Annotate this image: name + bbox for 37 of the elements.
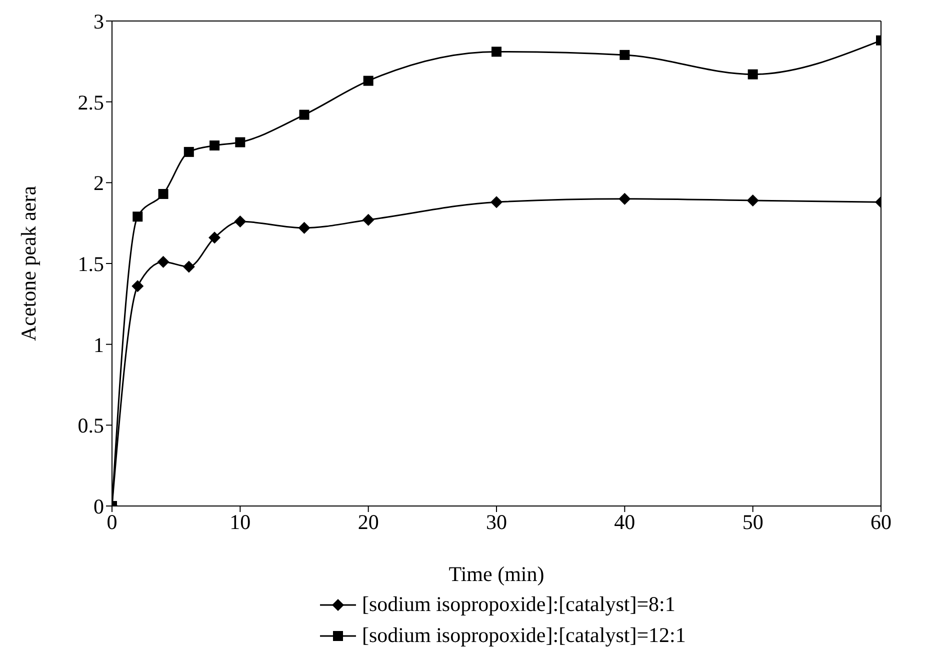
x-axis-title: Time (min) <box>448 562 544 586</box>
point <box>234 215 246 228</box>
point <box>618 192 631 205</box>
point <box>299 110 310 120</box>
point <box>182 260 195 273</box>
legend-label: [sodium isopropoxide]:[catalyst]=8:1 <box>362 592 676 617</box>
y-tick-label: 3 <box>94 9 104 34</box>
y-axis-title: Acetone peak aera <box>16 185 40 342</box>
point <box>158 188 168 199</box>
point <box>132 280 144 292</box>
point <box>746 194 759 206</box>
point <box>132 212 143 222</box>
x-tick-label: 20 <box>358 510 379 534</box>
point <box>363 76 374 86</box>
y-tick-label: 0 <box>94 494 104 518</box>
y-tick-label: 2 <box>94 171 104 196</box>
y-tick-label: 2.5 <box>78 90 104 114</box>
x-tick-label: 60 <box>870 510 892 534</box>
point <box>235 137 246 148</box>
y-tick-label: 1.5 <box>78 252 104 276</box>
point <box>184 146 194 157</box>
y-tick-label: 1 <box>94 332 104 357</box>
point <box>362 214 374 226</box>
point <box>210 140 220 150</box>
point <box>208 232 221 244</box>
point <box>748 69 758 80</box>
point <box>620 50 630 60</box>
point <box>298 222 310 234</box>
point <box>490 196 502 208</box>
legend-label: [sodium isopropoxide]:[catalyst]=12:1 <box>362 623 686 648</box>
y-tick-label: 0.5 <box>78 414 104 438</box>
x-tick-label: 50 <box>742 510 764 534</box>
x-tick-label: 30 <box>486 510 507 534</box>
x-tick-label: 10 <box>230 510 251 534</box>
point <box>492 46 502 57</box>
point <box>157 256 170 268</box>
x-tick-label: 40 <box>614 510 636 534</box>
